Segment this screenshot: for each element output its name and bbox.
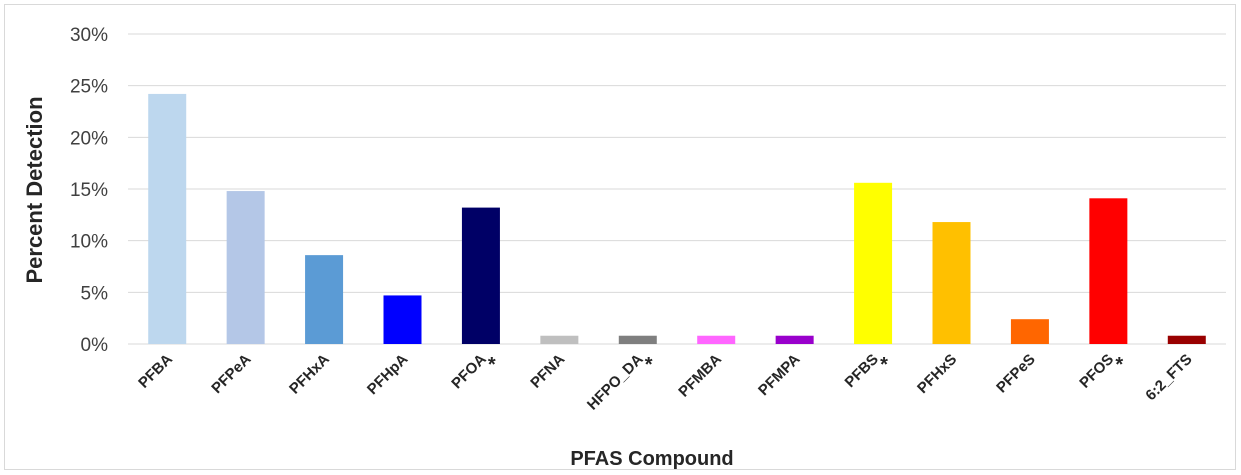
y-tick-label: 10%	[70, 232, 108, 253]
bars	[148, 93, 1206, 344]
y-tick-label: 15%	[70, 180, 108, 201]
bar-pfna	[540, 335, 579, 344]
x-tick-label: 6:2_FTS	[1142, 351, 1195, 404]
bar-pfos	[1089, 198, 1128, 344]
x-tick-label: PFOA	[448, 351, 490, 393]
annotation-marker: *	[880, 354, 888, 376]
bar-6-2-fts	[1167, 335, 1206, 344]
annotation-marker: *	[1115, 354, 1123, 376]
bar-pfhpa	[383, 295, 422, 344]
y-tick-label: 5%	[81, 283, 109, 304]
x-tick-label: HFPO_DA	[584, 351, 647, 414]
x-tick-labels: PFBA PFPeA PFHxA PFHpA PFOA* PFNA HFPO_DA* PFMB…	[135, 351, 1195, 414]
x-tick-label: PFPeA	[208, 351, 254, 397]
bar-pfhxa	[305, 255, 344, 344]
annotation-marker: *	[645, 354, 653, 376]
gridlines	[128, 33, 1226, 345]
bar-pfmpa	[775, 335, 814, 344]
chart-frame	[4, 4, 1236, 470]
y-tick-label: 0%	[81, 335, 109, 356]
y-axis-title: Percent Detection	[22, 96, 47, 283]
bar-pfhxs	[932, 222, 971, 344]
bar-pfpea	[226, 191, 265, 344]
bar-pfoa	[461, 207, 500, 344]
x-tick-label: PFHpA	[364, 351, 411, 398]
x-tick-label: PFBA	[135, 351, 176, 392]
bar-pfmba	[697, 335, 736, 344]
x-tick-label: PFHxA	[286, 351, 333, 398]
bar-hfpo-da	[618, 335, 657, 344]
x-tick-label: PFPeS	[993, 351, 1039, 397]
bar-pfbs	[854, 182, 893, 344]
x-axis-title: PFAS Compound	[570, 448, 733, 470]
y-tick-label: 30%	[70, 25, 108, 46]
y-tick-label: 25%	[70, 77, 108, 98]
x-tick-label: PFBS	[842, 351, 882, 391]
bar-pfpes	[1010, 319, 1049, 344]
y-tick-labels: 0% 5% 10% 15% 20% 25% 30%	[70, 25, 108, 356]
x-tick-label: PFMBA	[675, 351, 725, 401]
bar-pfba	[148, 93, 187, 344]
annotation-marker: *	[488, 354, 496, 376]
x-tick-label: PFMPA	[755, 351, 803, 399]
y-tick-label: 20%	[70, 128, 108, 149]
x-tick-label: PFOS	[1076, 351, 1117, 392]
x-tick-label: PFHxS	[914, 351, 960, 397]
x-tick-label: PFNA	[527, 351, 568, 392]
